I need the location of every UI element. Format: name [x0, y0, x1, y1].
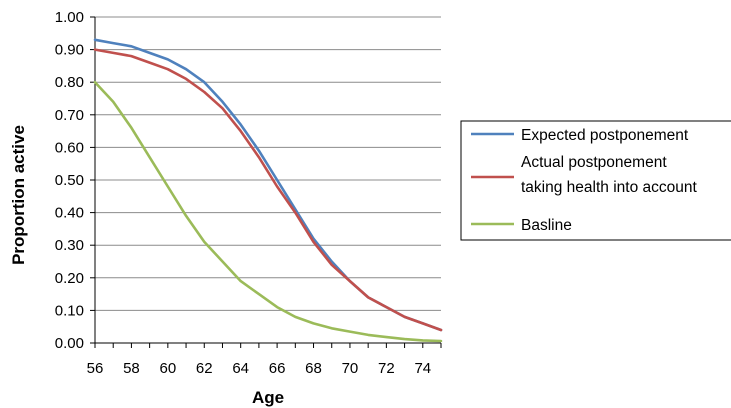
x-tick-labels: 56 58 60 62 64 66 68 70 72 74: [87, 360, 431, 377]
legend: Expected postponement Actual postponement…: [460, 120, 731, 241]
legend-box: [460, 120, 731, 241]
y-tick-labels: 0.00 0.10 0.20 0.30 0.40 0.50 0.60 0.70 0.80 0.90…: [55, 9, 84, 352]
y-tick-label: 0.90: [55, 42, 84, 59]
x-tick-label: 58: [123, 360, 140, 377]
y-tick-label: 1.00: [55, 9, 84, 26]
legend-label-2: Actual postponement taking health into ac…: [521, 154, 697, 196]
series-line-2: [93, 48, 443, 332]
gridlines: [90, 16, 441, 344]
series-line-3: [93, 80, 443, 343]
y-tick-label: 0.60: [55, 139, 84, 156]
y-tick-label: 0.20: [55, 270, 84, 287]
series-lines: [93, 38, 443, 343]
x-tick-label: 66: [269, 360, 286, 377]
y-tick-label: 0.70: [55, 107, 84, 124]
x-tick-label: 60: [159, 360, 176, 377]
y-tick-label: 0.40: [55, 205, 84, 222]
y-tick-label: 0.00: [55, 335, 84, 352]
y-tick-label: 0.10: [55, 302, 84, 319]
y-tick-label: 0.30: [55, 237, 84, 254]
y-tick-label: 0.50: [55, 172, 84, 189]
x-tick-label: 72: [378, 360, 395, 377]
x-tick-label: 70: [342, 360, 359, 377]
x-tick-label: 62: [196, 360, 213, 377]
legend-label-1: Expected postponement: [521, 127, 689, 144]
series-line-1: [93, 38, 443, 332]
x-tick-label: 56: [87, 360, 104, 377]
x-tick-label: 64: [232, 360, 249, 377]
y-axis-title: Proportion active: [9, 125, 28, 265]
x-axis-title: Age: [252, 388, 284, 407]
x-tick-label: 74: [414, 360, 431, 377]
axes: [94, 17, 442, 348]
legend-label-3: Basline: [521, 217, 572, 234]
x-tick-label: 68: [305, 360, 322, 377]
y-tick-label: 0.80: [55, 74, 84, 91]
